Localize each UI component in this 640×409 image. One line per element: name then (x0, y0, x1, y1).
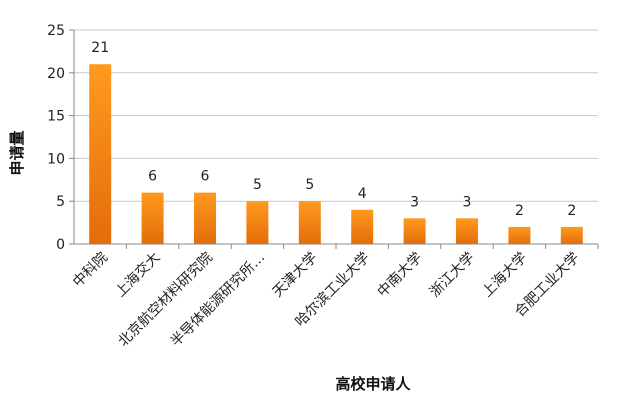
bar (508, 226, 531, 244)
x-tick-label: 北京航空材料研究院 (115, 250, 215, 350)
y-tick-labels: 0 5 10 15 20 25 (47, 23, 65, 253)
x-axis-title: 高校申请人 (335, 375, 411, 393)
gridlines (74, 29, 598, 202)
bar (351, 209, 374, 244)
bar (89, 64, 112, 245)
y-tick-label: 20 (47, 66, 65, 82)
y-tick-label: 0 (56, 237, 65, 253)
data-label: 6 (201, 169, 210, 185)
bar (194, 192, 216, 244)
data-label: 5 (253, 177, 262, 193)
y-axis-title: 申请量 (8, 130, 26, 175)
bar (403, 218, 426, 244)
x-tick-label: 上海交大 (112, 249, 164, 301)
x-tick-label: 半导体能源研究所… (168, 250, 268, 350)
data-label: 3 (463, 194, 472, 210)
bar (560, 226, 583, 244)
bar (246, 201, 269, 244)
y-tick-label: 10 (47, 151, 65, 167)
bars (89, 64, 583, 245)
data-label: 2 (515, 203, 524, 219)
x-tick-label: 中科院 (70, 250, 111, 291)
bar (141, 192, 164, 244)
bar (456, 218, 478, 244)
y-tick-label: 25 (47, 23, 65, 39)
data-labels: 21 6 6 5 5 4 3 3 2 2 (91, 40, 576, 219)
x-tick-label: 上海大学 (479, 250, 530, 301)
bar (298, 201, 321, 244)
x-tick-label: 中南大学 (375, 250, 426, 301)
y-tick-label: 15 (47, 109, 65, 125)
data-label: 2 (567, 203, 576, 219)
data-label: 5 (305, 177, 314, 193)
data-label: 3 (410, 194, 419, 210)
y-tick-label: 5 (56, 194, 65, 210)
data-label: 6 (148, 169, 157, 185)
data-label: 4 (358, 186, 367, 202)
data-label: 21 (91, 40, 109, 56)
x-tick-label: 天津大学 (270, 250, 321, 301)
x-tick-label: 浙江大学 (427, 250, 478, 301)
